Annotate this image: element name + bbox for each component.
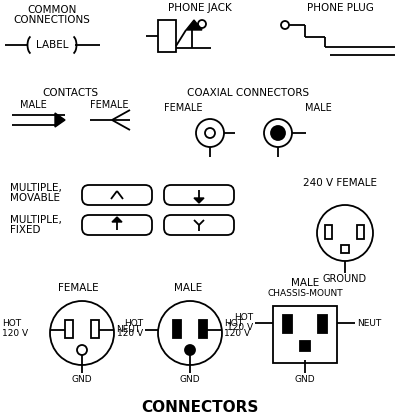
Text: FIXED: FIXED <box>10 225 40 235</box>
Text: MULTIPLE,: MULTIPLE, <box>10 183 62 193</box>
Text: MALE: MALE <box>174 283 202 293</box>
Text: 120 V: 120 V <box>224 329 250 339</box>
Text: GROUND: GROUND <box>323 274 367 284</box>
Text: GND: GND <box>295 375 315 383</box>
FancyBboxPatch shape <box>82 215 152 235</box>
Circle shape <box>281 21 289 29</box>
Text: PHONE PLUG: PHONE PLUG <box>306 3 374 13</box>
Text: GND: GND <box>72 375 92 383</box>
Circle shape <box>185 345 195 355</box>
Circle shape <box>205 128 215 138</box>
Polygon shape <box>194 198 204 203</box>
Bar <box>283 315 292 333</box>
FancyBboxPatch shape <box>82 185 152 205</box>
Text: NEUT: NEUT <box>116 326 140 334</box>
Circle shape <box>264 119 292 147</box>
Circle shape <box>158 301 222 365</box>
Bar <box>173 320 181 338</box>
Text: HOT: HOT <box>2 319 21 329</box>
Text: CONNECTORS: CONNECTORS <box>141 400 259 415</box>
Circle shape <box>196 119 224 147</box>
Bar <box>300 341 310 351</box>
Circle shape <box>77 345 87 355</box>
Polygon shape <box>55 113 65 127</box>
Text: CONNECTIONS: CONNECTIONS <box>14 15 90 25</box>
Bar <box>91 320 99 338</box>
Text: HOT: HOT <box>224 319 243 329</box>
Text: MALE: MALE <box>291 278 319 288</box>
Circle shape <box>317 205 373 261</box>
Text: CHASSIS-MOUNT: CHASSIS-MOUNT <box>267 288 343 298</box>
Text: GND: GND <box>180 375 200 383</box>
Text: MULTIPLE,: MULTIPLE, <box>10 215 62 225</box>
FancyBboxPatch shape <box>164 185 234 205</box>
Text: HOT: HOT <box>124 319 143 329</box>
Text: MALE: MALE <box>305 103 332 113</box>
Bar <box>199 320 207 338</box>
Text: 240 V FEMALE: 240 V FEMALE <box>303 178 377 188</box>
Text: 120 V: 120 V <box>227 323 253 331</box>
Text: NEUT: NEUT <box>357 319 381 327</box>
Bar <box>341 245 349 253</box>
Text: FEMALE: FEMALE <box>58 283 98 293</box>
Text: FEMALE: FEMALE <box>164 103 202 113</box>
Bar <box>325 225 332 239</box>
Text: 120 V: 120 V <box>117 329 143 339</box>
Text: 120 V: 120 V <box>2 329 28 339</box>
Bar <box>357 225 364 239</box>
Text: MOVABLE: MOVABLE <box>10 193 60 203</box>
Text: PHONE JACK: PHONE JACK <box>168 3 232 13</box>
Text: COAXIAL CONNECTORS: COAXIAL CONNECTORS <box>187 88 309 98</box>
Bar <box>158 20 176 52</box>
Polygon shape <box>186 20 202 30</box>
Bar <box>65 320 73 338</box>
Text: COMMON: COMMON <box>27 5 77 15</box>
Circle shape <box>198 20 206 28</box>
Bar <box>318 315 327 333</box>
Polygon shape <box>112 217 122 222</box>
Circle shape <box>271 126 285 140</box>
Text: CONTACTS: CONTACTS <box>42 88 98 98</box>
Circle shape <box>50 301 114 365</box>
Text: LABEL: LABEL <box>36 40 68 50</box>
FancyBboxPatch shape <box>164 215 234 235</box>
Text: FEMALE: FEMALE <box>90 100 128 110</box>
Text: HOT: HOT <box>234 313 253 321</box>
Bar <box>273 306 337 363</box>
Text: MALE: MALE <box>20 100 47 110</box>
